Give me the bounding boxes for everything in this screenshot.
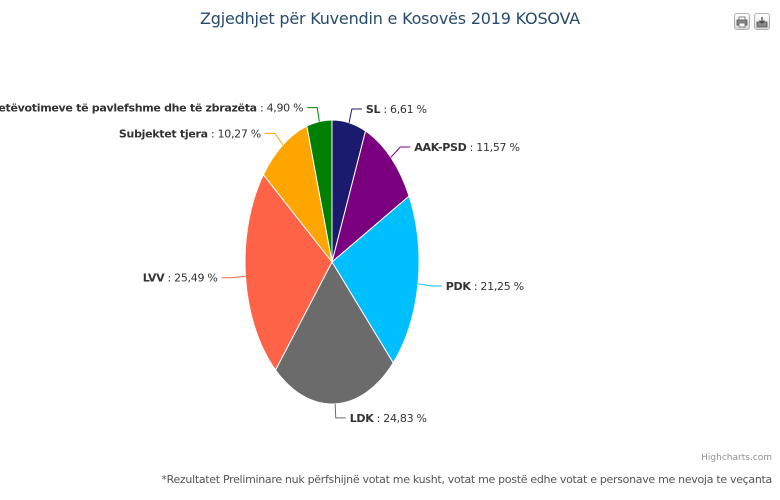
pie-label-name: Subjektet tjera [119, 127, 208, 140]
pie-label-value: : 10,27 % [208, 127, 261, 140]
export-button[interactable] [754, 13, 770, 30]
pie-label-value: : 4,90 % [257, 102, 303, 115]
connector-lvv [221, 275, 246, 279]
pie-label-lvv: LVV : 25,49 % [143, 272, 218, 285]
chart-title: Zgjedhjet për Kuvendin e Kosovës 2019 KO… [200, 9, 580, 28]
pie-label-name: Numri i fletëvotimeve të pavlefshme dhe … [0, 102, 257, 115]
credits-link[interactable]: Highcharts.com [701, 453, 772, 463]
pie-slice-aak-psd[interactable] [331, 130, 410, 264]
pie-label-numri-i-fletevotimeve-te-pavlefshme-dhe-te-zbrazeta: Numri i fletëvotimeve të pavlefshme dhe … [0, 102, 303, 115]
pie-label-name: LDK [350, 412, 375, 425]
pie-label-subjektet-tjera: Subjektet tjera : 10,27 % [119, 127, 261, 140]
pie-label-aak-psd: AAK-PSD : 11,57 % [414, 141, 519, 154]
connector-numri-i-fletevotimeve-te-pavlefshme-dhe-te-zbrazeta [307, 107, 320, 122]
pie-label-name: PDK [446, 280, 472, 293]
pie-label-pdk: PDK : 21,25 % [446, 280, 524, 293]
pie-slice-pdk[interactable] [331, 195, 420, 364]
connector-pdk [417, 283, 442, 287]
pie-label-value: : 11,57 % [466, 141, 519, 154]
pie-label-value: : 6,61 % [380, 103, 426, 116]
pie-slice-ldk[interactable] [274, 260, 394, 405]
pie-label-value: : 24,83 % [373, 412, 426, 425]
connector-ldk [334, 403, 346, 419]
pie-slice-subjektet-tjera[interactable] [262, 125, 333, 263]
printer-icon [736, 16, 748, 27]
pie-slices [244, 119, 420, 405]
footnote: *Rezultatet Preliminare nuk përfshijnë v… [161, 473, 772, 486]
pie-label-value: : 25,49 % [164, 272, 217, 285]
connector-sl [348, 108, 362, 123]
pie-label-sl: SL : 6,61 % [366, 103, 427, 116]
pie-label-name: AAK-PSD [414, 141, 466, 154]
pie-slice-numri-i-fletevotimeve-te-pavlefshme-dhe-te-zbrazeta[interactable] [306, 119, 333, 263]
chart-toolbar [734, 13, 770, 30]
export-icon [756, 16, 768, 27]
pie-label-name: SL [366, 103, 381, 116]
connector-aak-psd [390, 146, 411, 158]
pie-label-value: : 21,25 % [471, 280, 524, 293]
connector-subjektet-tjera [264, 132, 284, 146]
print-button[interactable] [734, 13, 750, 30]
pie-label-name: LVV [143, 272, 165, 285]
pie-label-ldk: LDK : 24,83 % [350, 412, 427, 425]
pie-labels: SL : 6,61 % AAK-PSD : 11,57 % PDK : 21,25 … [0, 102, 524, 425]
